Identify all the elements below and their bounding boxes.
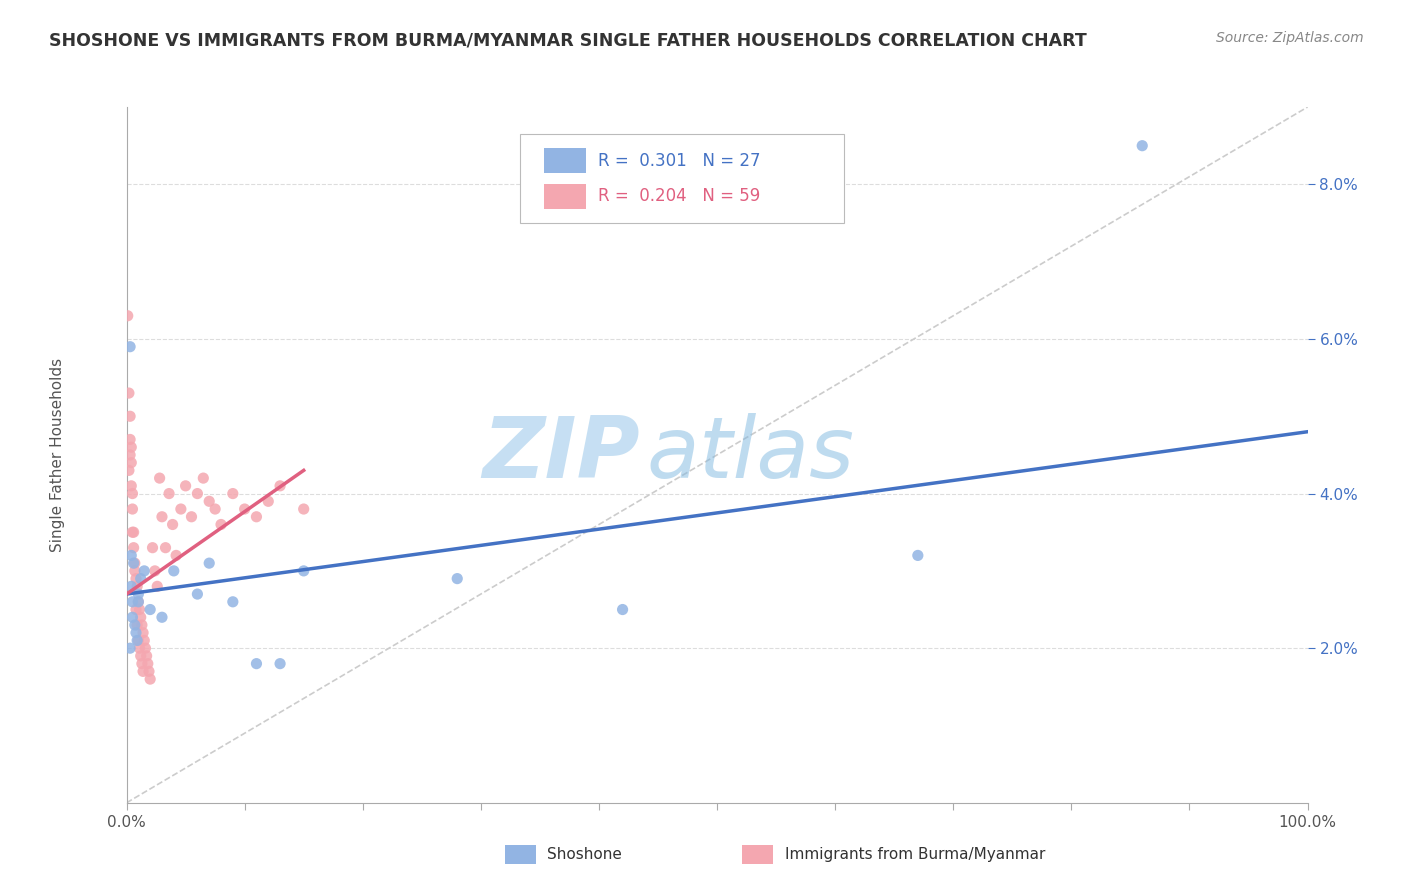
Y-axis label: Single Father Households: Single Father Households [49, 358, 65, 552]
Point [120, 409, 142, 424]
Point [193, 471, 215, 485]
Point [121, 525, 143, 540]
Point [129, 610, 152, 624]
Point [1130, 138, 1153, 153]
Point [209, 517, 232, 532]
Point [292, 502, 315, 516]
Point [120, 440, 142, 454]
Point [134, 633, 156, 648]
Point [121, 595, 143, 609]
Point [120, 456, 142, 470]
Point [127, 595, 149, 609]
Text: Source: ZipAtlas.com: Source: ZipAtlas.com [1216, 31, 1364, 45]
Point [233, 502, 256, 516]
Point [120, 579, 142, 593]
Text: Shoshone: Shoshone [547, 847, 621, 862]
Point [138, 665, 160, 679]
Point [124, 564, 146, 578]
Point [146, 579, 169, 593]
Point [132, 625, 155, 640]
Point [120, 433, 142, 447]
Point [122, 525, 145, 540]
Point [245, 509, 267, 524]
Point [120, 340, 142, 354]
Point [120, 641, 142, 656]
Point [165, 549, 187, 563]
Point [124, 618, 146, 632]
Point [129, 648, 152, 663]
Text: R =  0.204   N = 59: R = 0.204 N = 59 [598, 187, 759, 205]
Point [143, 564, 166, 578]
Point [180, 509, 202, 524]
Point [150, 509, 173, 524]
Point [127, 633, 149, 648]
Point [121, 502, 143, 516]
Point [198, 494, 221, 508]
Point [186, 486, 208, 500]
Point [120, 448, 142, 462]
Point [139, 602, 162, 616]
Point [141, 541, 163, 555]
Point [204, 502, 226, 516]
Point [131, 618, 153, 632]
Point [163, 564, 186, 578]
Point [117, 309, 139, 323]
Point [149, 471, 172, 485]
Point [135, 648, 157, 663]
Point [186, 587, 208, 601]
Point [125, 602, 148, 616]
Point [245, 657, 267, 671]
Point [155, 541, 177, 555]
Point [174, 479, 197, 493]
Point [127, 633, 149, 648]
Point [150, 610, 173, 624]
Point [127, 618, 149, 632]
Point [157, 486, 180, 500]
Point [132, 665, 155, 679]
Point [134, 564, 156, 578]
Point [612, 602, 634, 616]
Point [162, 517, 184, 532]
Point [125, 625, 148, 640]
Point [120, 549, 142, 563]
Point [170, 502, 193, 516]
Point [257, 494, 280, 508]
Point [222, 486, 245, 500]
Point [292, 564, 315, 578]
Point [128, 602, 150, 616]
Text: ZIP: ZIP [482, 413, 640, 497]
Point [121, 610, 143, 624]
Point [446, 572, 468, 586]
Point [125, 572, 148, 586]
Text: R =  0.301   N = 27: R = 0.301 N = 27 [598, 152, 761, 169]
Point [131, 657, 153, 671]
Point [124, 556, 146, 570]
Point [136, 657, 159, 671]
Point [139, 672, 162, 686]
Point [118, 463, 141, 477]
Point [222, 595, 245, 609]
Text: SHOSHONE VS IMMIGRANTS FROM BURMA/MYANMAR SINGLE FATHER HOUSEHOLDS CORRELATION C: SHOSHONE VS IMMIGRANTS FROM BURMA/MYANMA… [49, 31, 1087, 49]
Text: atlas: atlas [647, 413, 855, 497]
Point [907, 549, 929, 563]
Point [269, 479, 291, 493]
Point [127, 587, 149, 601]
Point [129, 572, 152, 586]
Point [121, 486, 143, 500]
Point [122, 556, 145, 570]
Point [120, 479, 142, 493]
Point [127, 595, 149, 609]
Point [122, 541, 145, 555]
Text: Immigrants from Burma/Myanmar: Immigrants from Burma/Myanmar [785, 847, 1045, 862]
Point [269, 657, 291, 671]
Point [134, 641, 156, 656]
Point [128, 641, 150, 656]
Point [127, 579, 149, 593]
Point [118, 386, 141, 401]
Point [198, 556, 221, 570]
